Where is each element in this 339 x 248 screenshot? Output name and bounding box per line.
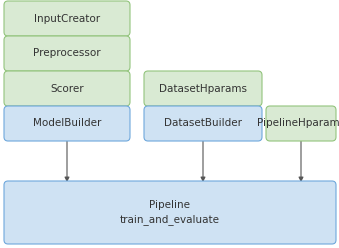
Text: ModelBuilder: ModelBuilder [33, 119, 101, 128]
Text: Pipeline
train_and_evaluate: Pipeline train_and_evaluate [120, 200, 220, 224]
FancyBboxPatch shape [4, 36, 130, 71]
Text: InputCreator: InputCreator [34, 13, 100, 24]
FancyBboxPatch shape [4, 181, 336, 244]
Text: PipelineHparams: PipelineHparams [257, 119, 339, 128]
Text: Preprocessor: Preprocessor [33, 49, 101, 59]
FancyBboxPatch shape [4, 71, 130, 106]
FancyBboxPatch shape [4, 1, 130, 36]
Text: DatasetHparams: DatasetHparams [159, 84, 247, 93]
FancyBboxPatch shape [4, 106, 130, 141]
FancyBboxPatch shape [266, 106, 336, 141]
Text: DatasetBuilder: DatasetBuilder [164, 119, 242, 128]
FancyBboxPatch shape [144, 106, 262, 141]
FancyBboxPatch shape [144, 71, 262, 106]
Text: Scorer: Scorer [50, 84, 84, 93]
